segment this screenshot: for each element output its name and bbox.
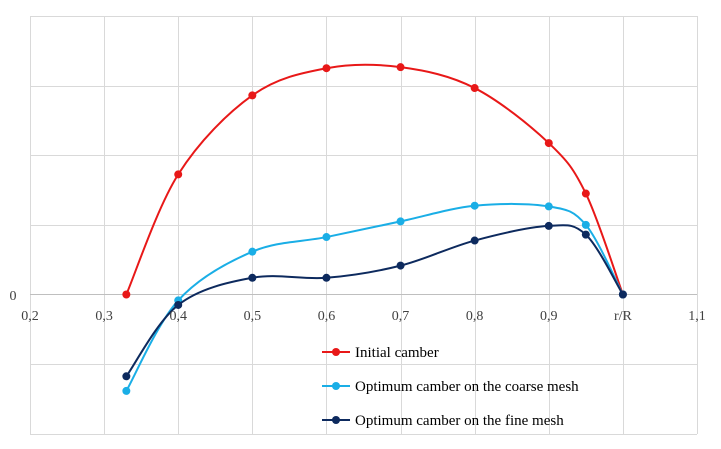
- data-point: [470, 236, 479, 245]
- series-lines: [122, 63, 627, 395]
- data-point: [396, 261, 405, 270]
- x-tick-label: 0,6: [318, 309, 336, 324]
- legend-label: Optimum camber on the fine mesh: [355, 413, 564, 429]
- data-point: [122, 290, 131, 299]
- x-tick-label: 0,4: [169, 309, 187, 324]
- data-point: [396, 217, 405, 226]
- data-point: [544, 139, 553, 148]
- data-point: [470, 84, 479, 93]
- data-point: [396, 63, 405, 72]
- series-line: [125, 63, 624, 296]
- data-point: [322, 64, 331, 73]
- legend-marker: [332, 382, 340, 390]
- x-tick-label: 0,7: [392, 309, 410, 324]
- legend: Initial camber Optimum camber on the coar…: [322, 345, 579, 429]
- legend-entry: Optimum camber on the coarse mesh: [322, 379, 579, 395]
- x-tick-label: 0,5: [244, 309, 262, 324]
- legend-entry: Optimum camber on the fine mesh: [322, 413, 564, 429]
- series-optimum-camber-on-the-coarse-mesh: [122, 201, 627, 395]
- y-tick-label-zero: 0: [10, 289, 17, 304]
- x-tick-label: 0,8: [466, 309, 484, 324]
- x-tick-label: 0,9: [540, 309, 558, 324]
- series-line: [125, 202, 624, 392]
- x-tick-label: r/R: [614, 309, 633, 324]
- tick-labels: 0,2 0,3 0,4 0,5 0,6 0,7 0,8 0,9 r/R 1,1 0: [10, 289, 706, 324]
- legend-label: Initial camber: [355, 345, 439, 361]
- data-point: [581, 230, 590, 239]
- data-point: [581, 189, 590, 198]
- data-point: [122, 372, 131, 381]
- data-point: [618, 290, 627, 299]
- data-point: [544, 202, 553, 211]
- legend-label: Optimum camber on the coarse mesh: [355, 379, 579, 395]
- data-point: [544, 221, 553, 230]
- data-point: [322, 273, 331, 282]
- data-point: [122, 386, 131, 395]
- data-point: [248, 91, 257, 100]
- data-point: [322, 233, 331, 242]
- legend-marker: [332, 416, 340, 424]
- series-initial-camber: [122, 63, 627, 299]
- data-point: [174, 300, 183, 309]
- legend-marker: [332, 348, 340, 356]
- legend-entry: Initial camber: [322, 345, 439, 361]
- x-tick-label: 0,3: [95, 309, 113, 324]
- data-point: [248, 247, 257, 256]
- data-point: [248, 273, 257, 282]
- data-point: [581, 220, 590, 229]
- x-tick-label: 1,1: [688, 309, 706, 324]
- data-point: [174, 170, 183, 179]
- data-point: [470, 201, 479, 210]
- series-optimum-camber-on-the-fine-mesh: [122, 221, 627, 381]
- x-tick-label: 0,2: [21, 309, 39, 324]
